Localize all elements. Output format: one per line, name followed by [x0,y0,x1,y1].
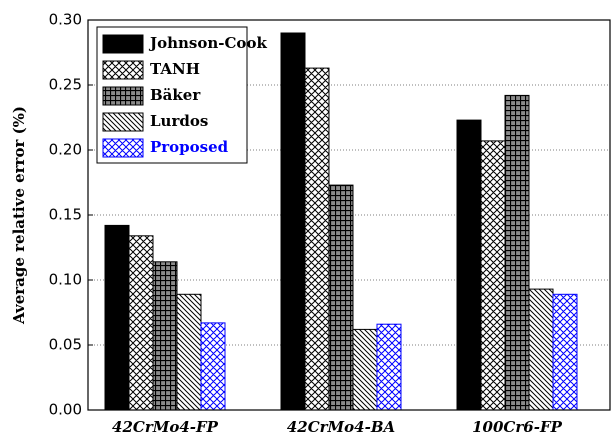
bar [352,328,378,411]
y-tick-label: 0.20 [49,141,82,159]
bar [504,94,530,411]
bar [280,32,306,411]
y-tick-label: 0.05 [49,336,82,354]
legend: Johnson-Cook TANH Bäker Lurdos Proposed [96,26,267,164]
bar [480,140,506,411]
bar [104,224,130,411]
legend-swatch [102,34,144,54]
y-tick-label: 0.25 [49,76,82,94]
x-tick-label: 42CrMo4-BA [287,418,395,436]
bar [456,119,482,411]
bar [304,67,330,411]
legend-swatch [102,138,144,158]
bar [200,322,226,411]
bar [176,293,202,411]
legend-label: Bäker [150,86,201,104]
legend-label: Proposed [150,138,229,156]
y-tick-label: 0.30 [49,11,82,29]
y-tick-label: 0.00 [49,401,82,419]
plot-frame [87,19,611,411]
x-tick-label: 42CrMo4-FP [112,418,219,436]
x-tick-label: 100Cr6-FP [472,418,562,436]
legend-label: TANH [150,60,200,78]
bar [128,235,154,411]
legend-swatch [102,86,144,106]
y-axis-label: Average relative error (%) [10,106,28,325]
bar [376,323,402,411]
legend-label: Lurdos [150,112,208,130]
bar [152,261,178,411]
legend-swatch [102,112,144,132]
legend-swatch [102,60,144,80]
bar [328,184,354,411]
bar [528,288,554,411]
y-tick-label: 0.15 [49,206,82,224]
y-tick-label: 0.10 [49,271,82,289]
legend-label: Johnson-Cook [148,34,267,52]
bar [552,293,578,411]
